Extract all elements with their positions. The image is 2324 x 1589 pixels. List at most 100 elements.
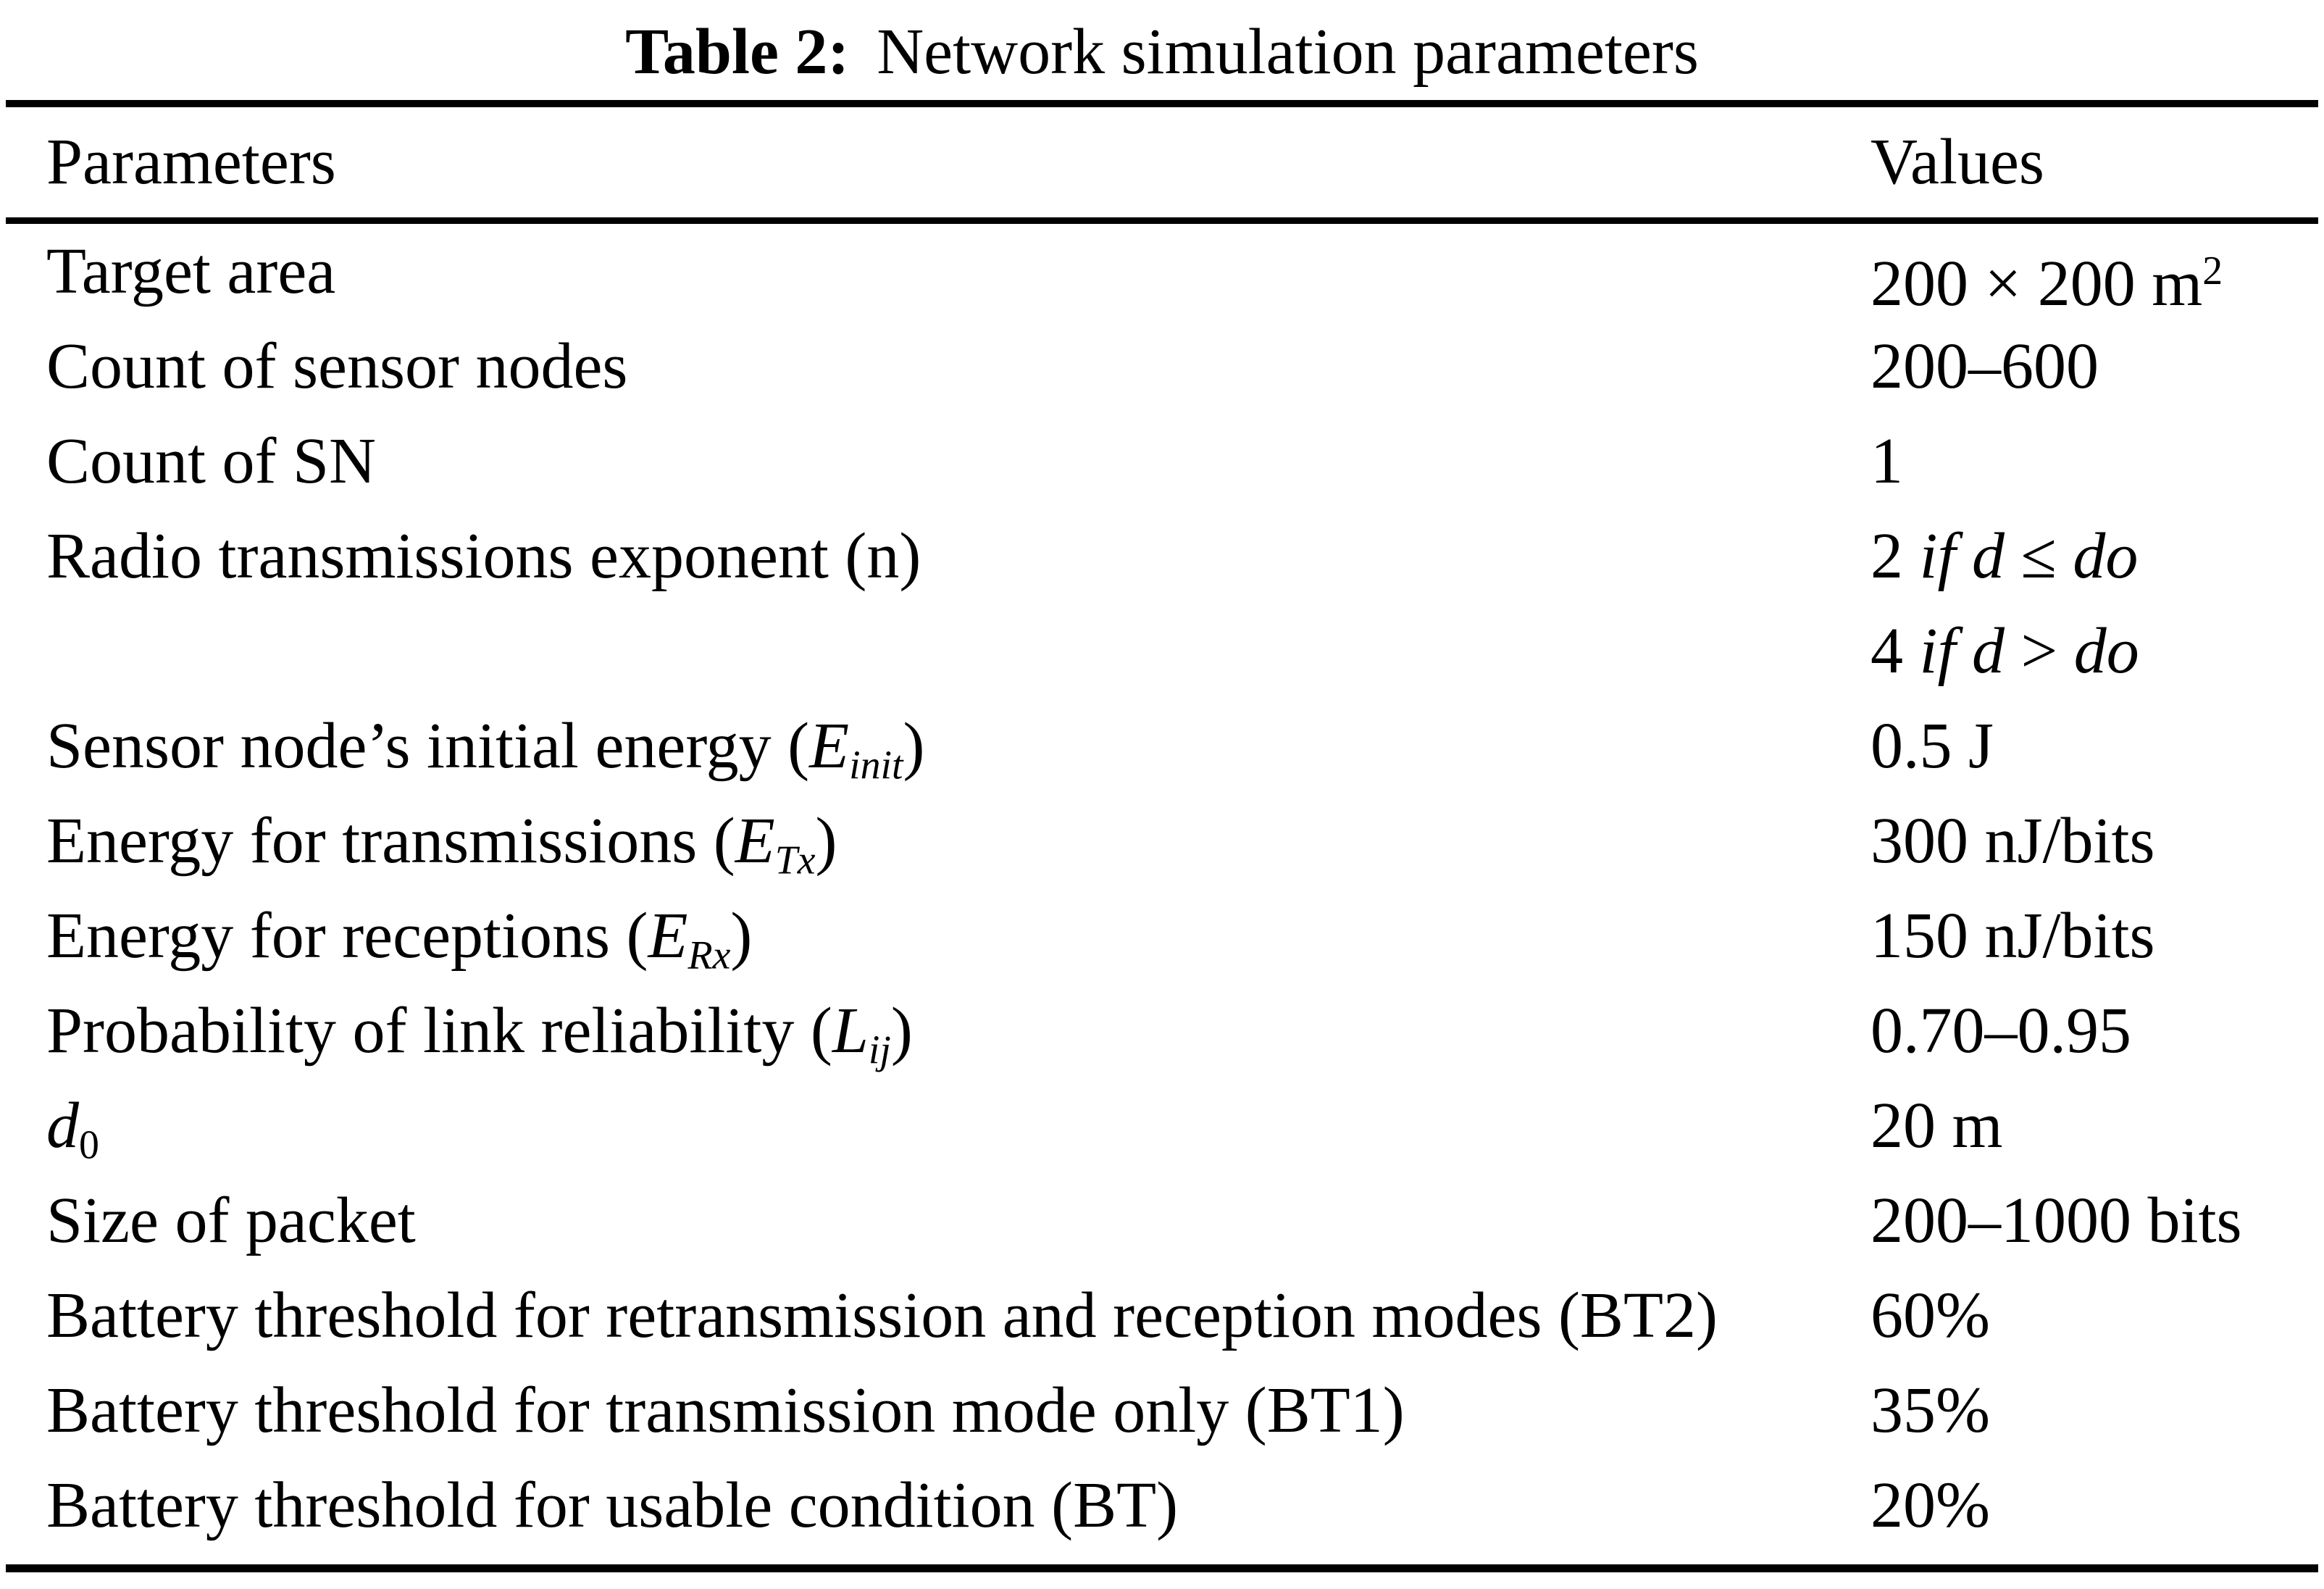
- text-segment: 0.5 J: [1871, 710, 1994, 782]
- table-row: Battery threshold for usable condition (…: [0, 1458, 2324, 1553]
- value-line: 60%: [1871, 1268, 1990, 1363]
- table-header-rule: [6, 217, 2318, 224]
- table-bottom-rule: [6, 1564, 2318, 1572]
- table-body: Target area 200 × 200 m2 Count of sensor…: [0, 224, 2324, 1553]
- text-segment: 150 nJ/bits: [1871, 900, 2155, 972]
- text-segment: 200–1000 bits: [1871, 1185, 2242, 1256]
- table-row: Energy for receptions (ERx) 150 nJ/bits: [0, 888, 2324, 983]
- column-header-parameters: Parameters: [46, 126, 336, 198]
- value-line: 300 nJ/bits: [1871, 793, 2155, 888]
- text-segment: d: [46, 1090, 79, 1161]
- parameter-label: Energy for receptions (ERx): [0, 888, 2324, 1004]
- text-segment: if d: [1919, 615, 2005, 687]
- parameter-label: Energy for transmissions (ETx): [0, 793, 2324, 909]
- value-line: 20 m: [1871, 1078, 2003, 1173]
- text-segment: do: [2073, 615, 2139, 687]
- parameter-value: 200–600: [1871, 319, 2099, 414]
- text-segment: 20 m: [1871, 1090, 2003, 1161]
- value-line: 20%: [1871, 1458, 1990, 1553]
- parameter-label: Battery threshold for transmission mode …: [0, 1363, 2324, 1458]
- text-segment: >: [2005, 615, 2074, 687]
- text-segment: 20%: [1871, 1469, 1990, 1541]
- text-segment: 2: [2202, 249, 2223, 293]
- parameter-label: Battery threshold for usable condition (…: [0, 1458, 2324, 1553]
- parameter-value: 20%: [1871, 1458, 1990, 1553]
- text-segment: 35%: [1871, 1375, 1990, 1446]
- parameter-label: Count of sensor nodes: [0, 319, 2324, 414]
- text-segment: Battery threshold for retransmission and…: [46, 1280, 1718, 1351]
- text-segment: E: [648, 900, 688, 972]
- parameter-value: 20 m: [1871, 1078, 2003, 1173]
- text-segment: init: [849, 743, 903, 788]
- column-header-values: Values: [1871, 126, 2044, 198]
- text-segment: 300 nJ/bits: [1871, 805, 2155, 877]
- text-segment: ): [815, 805, 837, 877]
- table-row: Count of SN 1: [0, 414, 2324, 509]
- table-row: Target area 200 × 200 m2: [0, 224, 2324, 320]
- parameter-value: 200 × 200 m2: [1871, 224, 2223, 320]
- parameter-value: 60%: [1871, 1268, 1990, 1363]
- text-segment: 4: [1871, 615, 1920, 687]
- text-segment: Size of packet: [46, 1185, 416, 1256]
- text-segment: Energy for transmissions (: [46, 805, 735, 877]
- table-top-rule: [6, 100, 2318, 107]
- text-segment: ≤: [2005, 520, 2073, 592]
- parameter-label: Probability of link reliability (Lij): [0, 983, 2324, 1098]
- table-row: Count of sensor nodes 200–600: [0, 319, 2324, 414]
- parameter-value: 0.70–0.95: [1871, 983, 2131, 1078]
- text-segment: 2: [1871, 520, 1920, 592]
- table-row: Battery threshold for retransmission and…: [0, 1268, 2324, 1363]
- text-segment: ): [903, 710, 925, 782]
- text-segment: 0.70–0.95: [1871, 995, 2131, 1067]
- table-row: Probability of link reliability (Lij) 0.…: [0, 983, 2324, 1078]
- parameter-value: 150 nJ/bits: [1871, 888, 2155, 983]
- text-segment: ): [730, 900, 753, 972]
- parameter-label: Sensor node’s initial energy (Einit): [0, 698, 2324, 814]
- parameter-label: Target area: [0, 224, 2324, 319]
- text-segment: ): [890, 995, 913, 1067]
- text-segment: Energy for receptions (: [46, 900, 648, 972]
- value-line: 4 if d > do: [1871, 604, 2139, 698]
- parameter-value: 2 if d ≤ do 4 if d > do: [1871, 509, 2139, 698]
- text-segment: Battery threshold for transmission mode …: [46, 1375, 1405, 1446]
- parameter-value: 35%: [1871, 1363, 1990, 1458]
- table-caption-text: Network simulation parameters: [877, 16, 1699, 88]
- text-segment: Tx: [774, 838, 816, 883]
- text-segment: E: [809, 710, 850, 782]
- table-row: Sensor node’s initial energy (Einit) 0.5…: [0, 698, 2324, 793]
- text-segment: Radio transmissions exponent (n): [46, 520, 921, 592]
- value-line: 200 × 200 m2: [1871, 224, 2223, 320]
- text-segment: Rx: [687, 933, 731, 978]
- parameter-label: Count of SN: [0, 414, 2324, 509]
- table-header-row: Parameters Values: [0, 107, 2324, 217]
- table-caption-label: Table 2:: [625, 16, 850, 88]
- text-segment: 200 × 200 m: [1871, 248, 2203, 320]
- table-row: d0 20 m: [0, 1078, 2324, 1173]
- value-line: 35%: [1871, 1363, 1990, 1458]
- text-segment: Sensor node’s initial energy (: [46, 710, 810, 782]
- parameter-label: d0: [0, 1078, 2324, 1193]
- text-segment: 60%: [1871, 1280, 1990, 1351]
- parameter-value: 300 nJ/bits: [1871, 793, 2155, 888]
- text-segment: if d: [1919, 520, 2005, 592]
- text-segment: Probability of link reliability (: [46, 995, 832, 1067]
- text-segment: do: [2073, 520, 2139, 592]
- parameter-label: Size of packet: [0, 1173, 2324, 1268]
- text-segment: 200–600: [1871, 330, 2099, 402]
- text-segment: ij: [868, 1027, 891, 1073]
- parameter-value: 1: [1871, 414, 1903, 509]
- parameter-value: 200–1000 bits: [1871, 1173, 2242, 1268]
- value-line: 200–600: [1871, 319, 2099, 414]
- table-row: Energy for transmissions (ETx) 300 nJ/bi…: [0, 793, 2324, 888]
- text-segment: E: [735, 805, 775, 877]
- value-line: 2 if d ≤ do: [1871, 509, 2139, 604]
- parameter-label: Radio transmissions exponent (n): [0, 509, 2324, 604]
- value-line: 150 nJ/bits: [1871, 888, 2155, 983]
- parameter-value: 0.5 J: [1871, 698, 1994, 793]
- value-line: 200–1000 bits: [1871, 1173, 2242, 1268]
- text-segment: Battery threshold for usable condition (…: [46, 1469, 1179, 1541]
- text-segment: L: [832, 995, 869, 1067]
- value-line: 0.70–0.95: [1871, 983, 2131, 1078]
- text-segment: 1: [1871, 425, 1903, 497]
